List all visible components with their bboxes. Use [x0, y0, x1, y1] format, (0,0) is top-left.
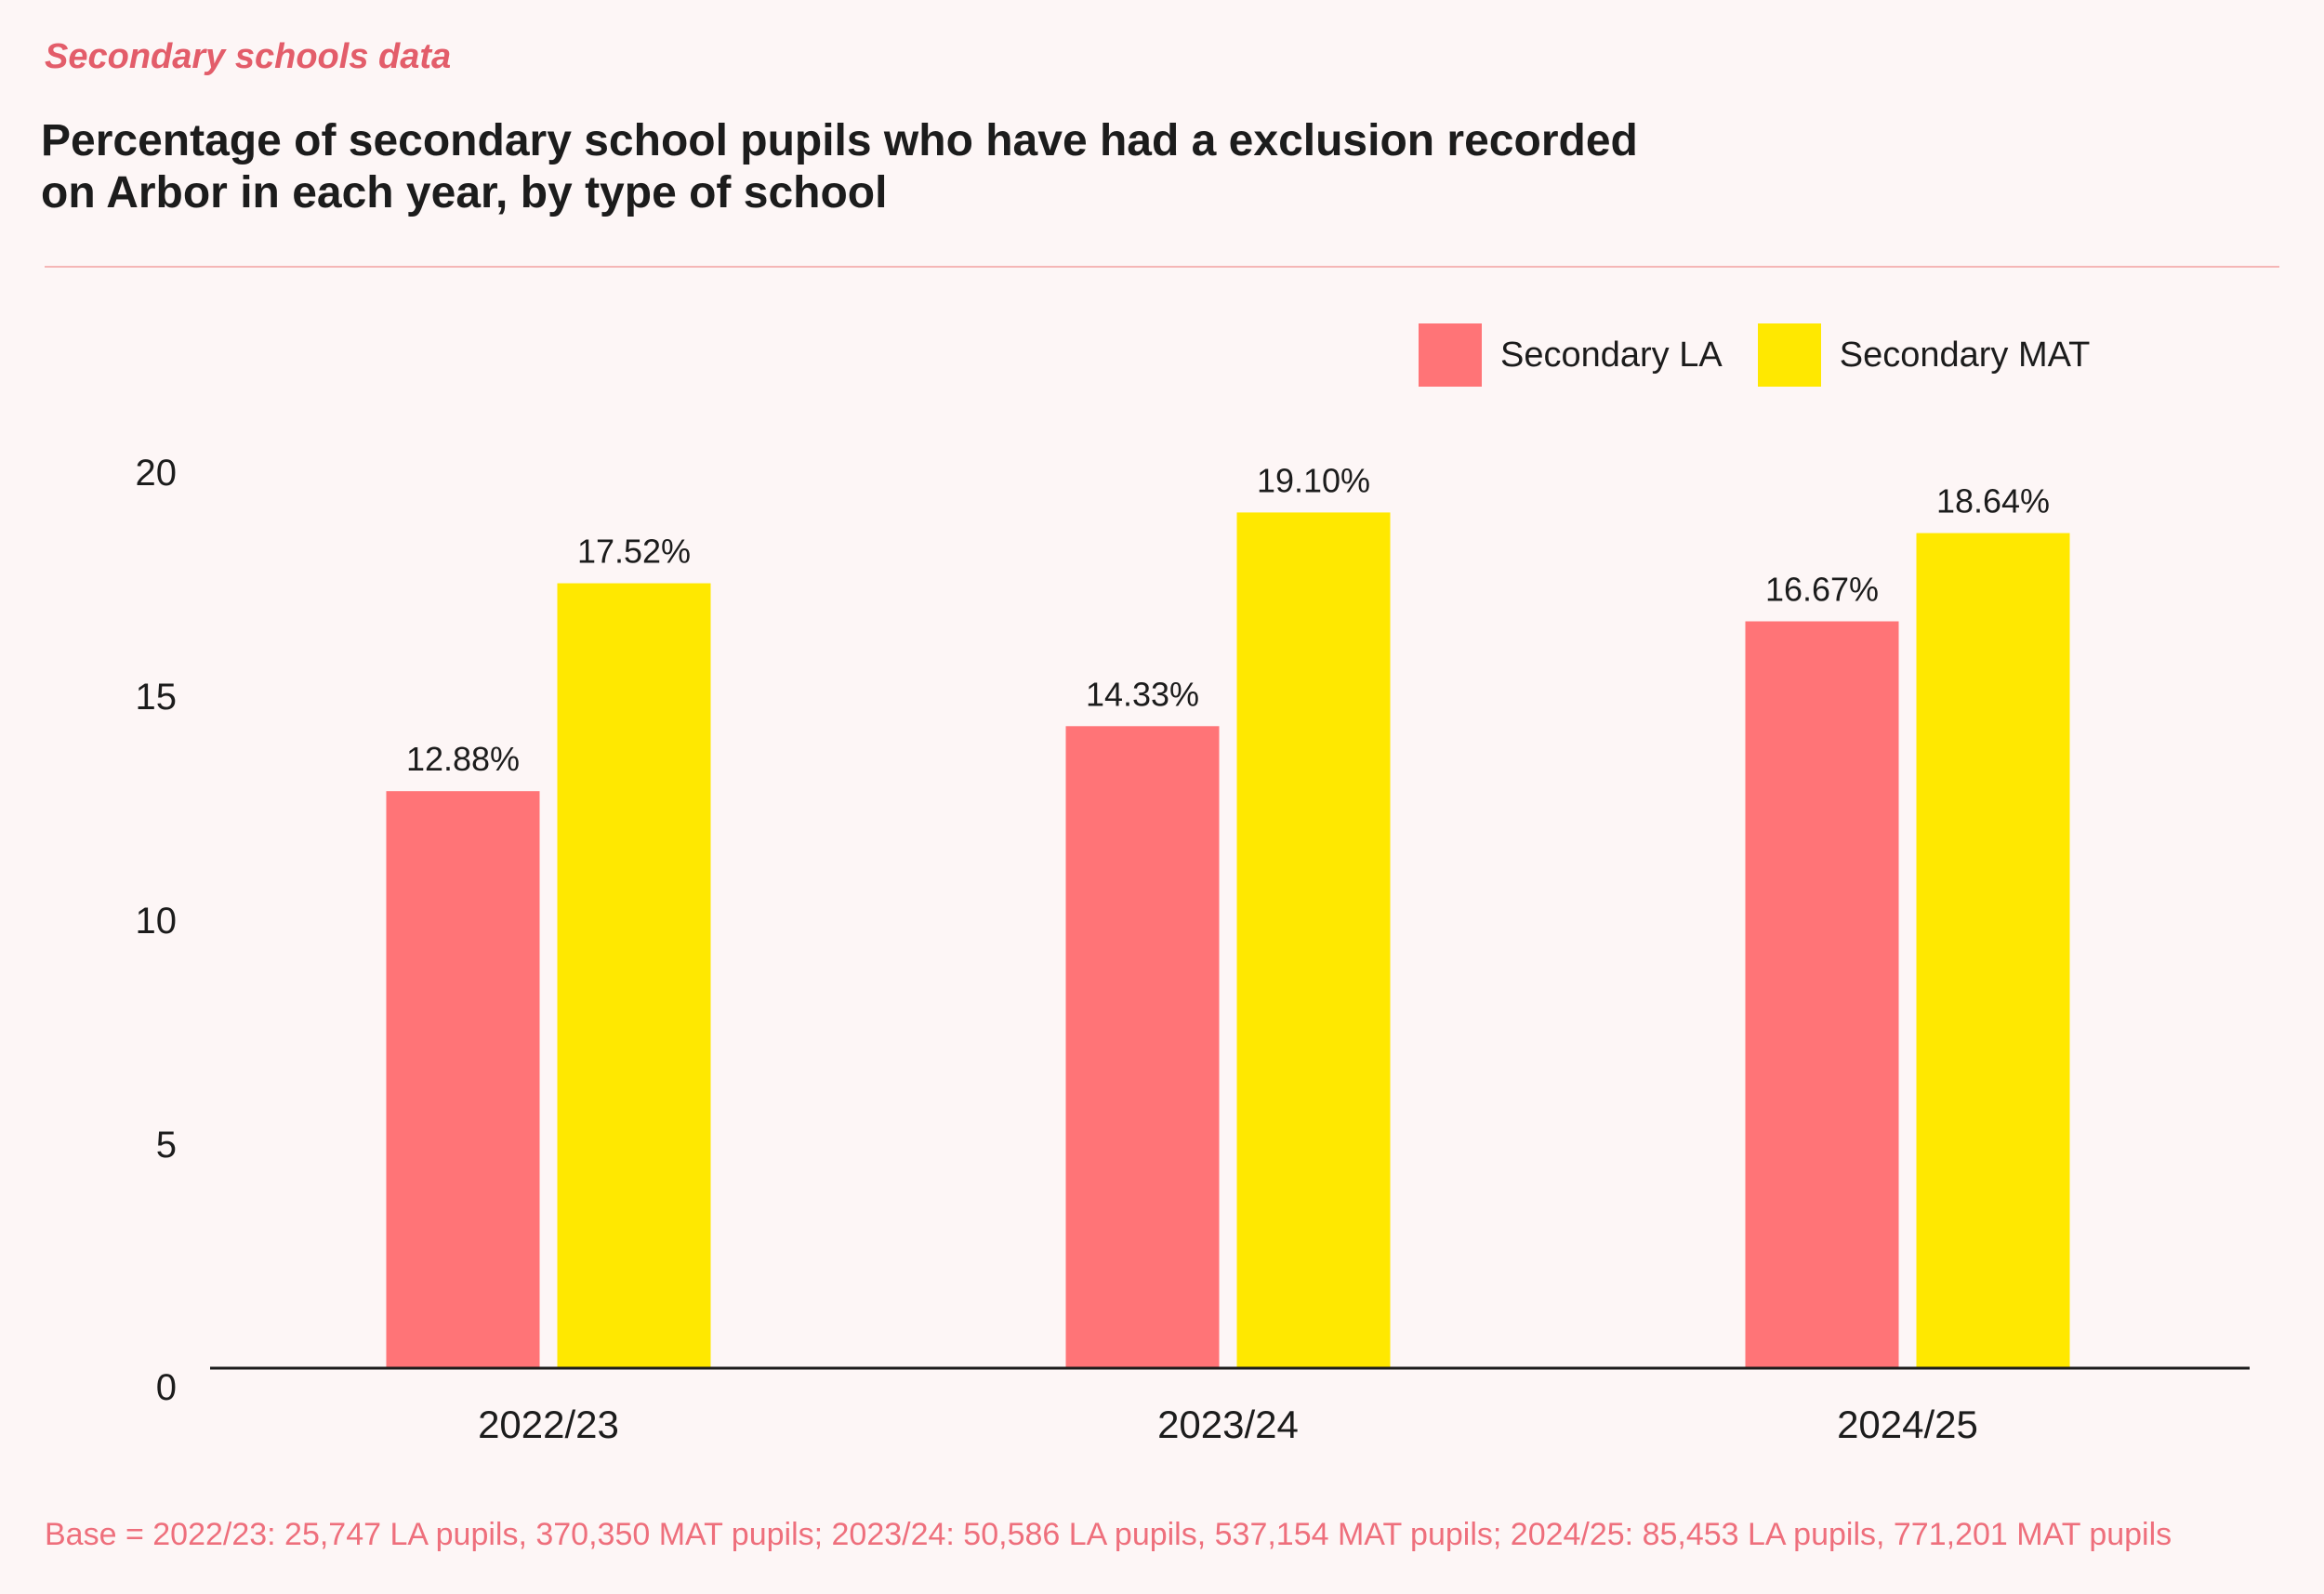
- chart-title-line-1: Percentage of secondary school pupils wh…: [41, 116, 1638, 165]
- bar-value-label: 14.33%: [1086, 675, 1199, 713]
- legend-swatch-secondary-la: [1419, 323, 1482, 387]
- y-tick-label: 15: [136, 677, 178, 718]
- legend-swatch-secondary-mat: [1757, 323, 1821, 387]
- y-tick-label: 20: [136, 453, 178, 494]
- y-tick-label: 0: [156, 1367, 177, 1408]
- section-tag: Secondary schools data: [45, 37, 452, 76]
- bar-la-2024-25: [1745, 621, 1899, 1368]
- legend-label-secondary-mat: Secondary MAT: [1839, 335, 2091, 375]
- legend-label-secondary-la: Secondary LA: [1500, 335, 1723, 375]
- bar-la-2022-23: [386, 791, 540, 1368]
- y-tick-label: 10: [136, 901, 178, 942]
- chart-title-line-2: on Arbor in each year, by type of school: [41, 168, 888, 217]
- chart-legend: Secondary LA Secondary MAT: [1419, 323, 2125, 387]
- bar-value-label: 18.64%: [1936, 482, 2050, 520]
- bar-value-label: 19.10%: [1257, 461, 1370, 499]
- base-note: Base = 2022/23: 25,747 LA pupils, 370,35…: [45, 1517, 2172, 1552]
- bar-value-label: 12.88%: [406, 740, 520, 778]
- x-tick-label: 2023/24: [1157, 1403, 1299, 1446]
- bar-mat-2022-23: [557, 583, 711, 1368]
- bar-la-2023-24: [1065, 726, 1220, 1368]
- bar-mat-2024-25: [1916, 533, 2070, 1368]
- chart-title: Percentage of secondary school pupils wh…: [41, 115, 1807, 219]
- x-tick-label: 2022/23: [478, 1403, 619, 1446]
- legend-item-secondary-la: Secondary LA: [1419, 323, 1723, 387]
- legend-item-secondary-mat: Secondary MAT: [1757, 323, 2091, 387]
- x-tick-label: 2024/25: [1837, 1403, 1978, 1446]
- bar-value-label: 16.67%: [1765, 571, 1879, 609]
- bar-value-label: 17.52%: [577, 533, 691, 571]
- bar-mat-2023-24: [1236, 512, 1391, 1368]
- y-tick-label: 5: [156, 1125, 177, 1166]
- title-divider: [45, 266, 2279, 268]
